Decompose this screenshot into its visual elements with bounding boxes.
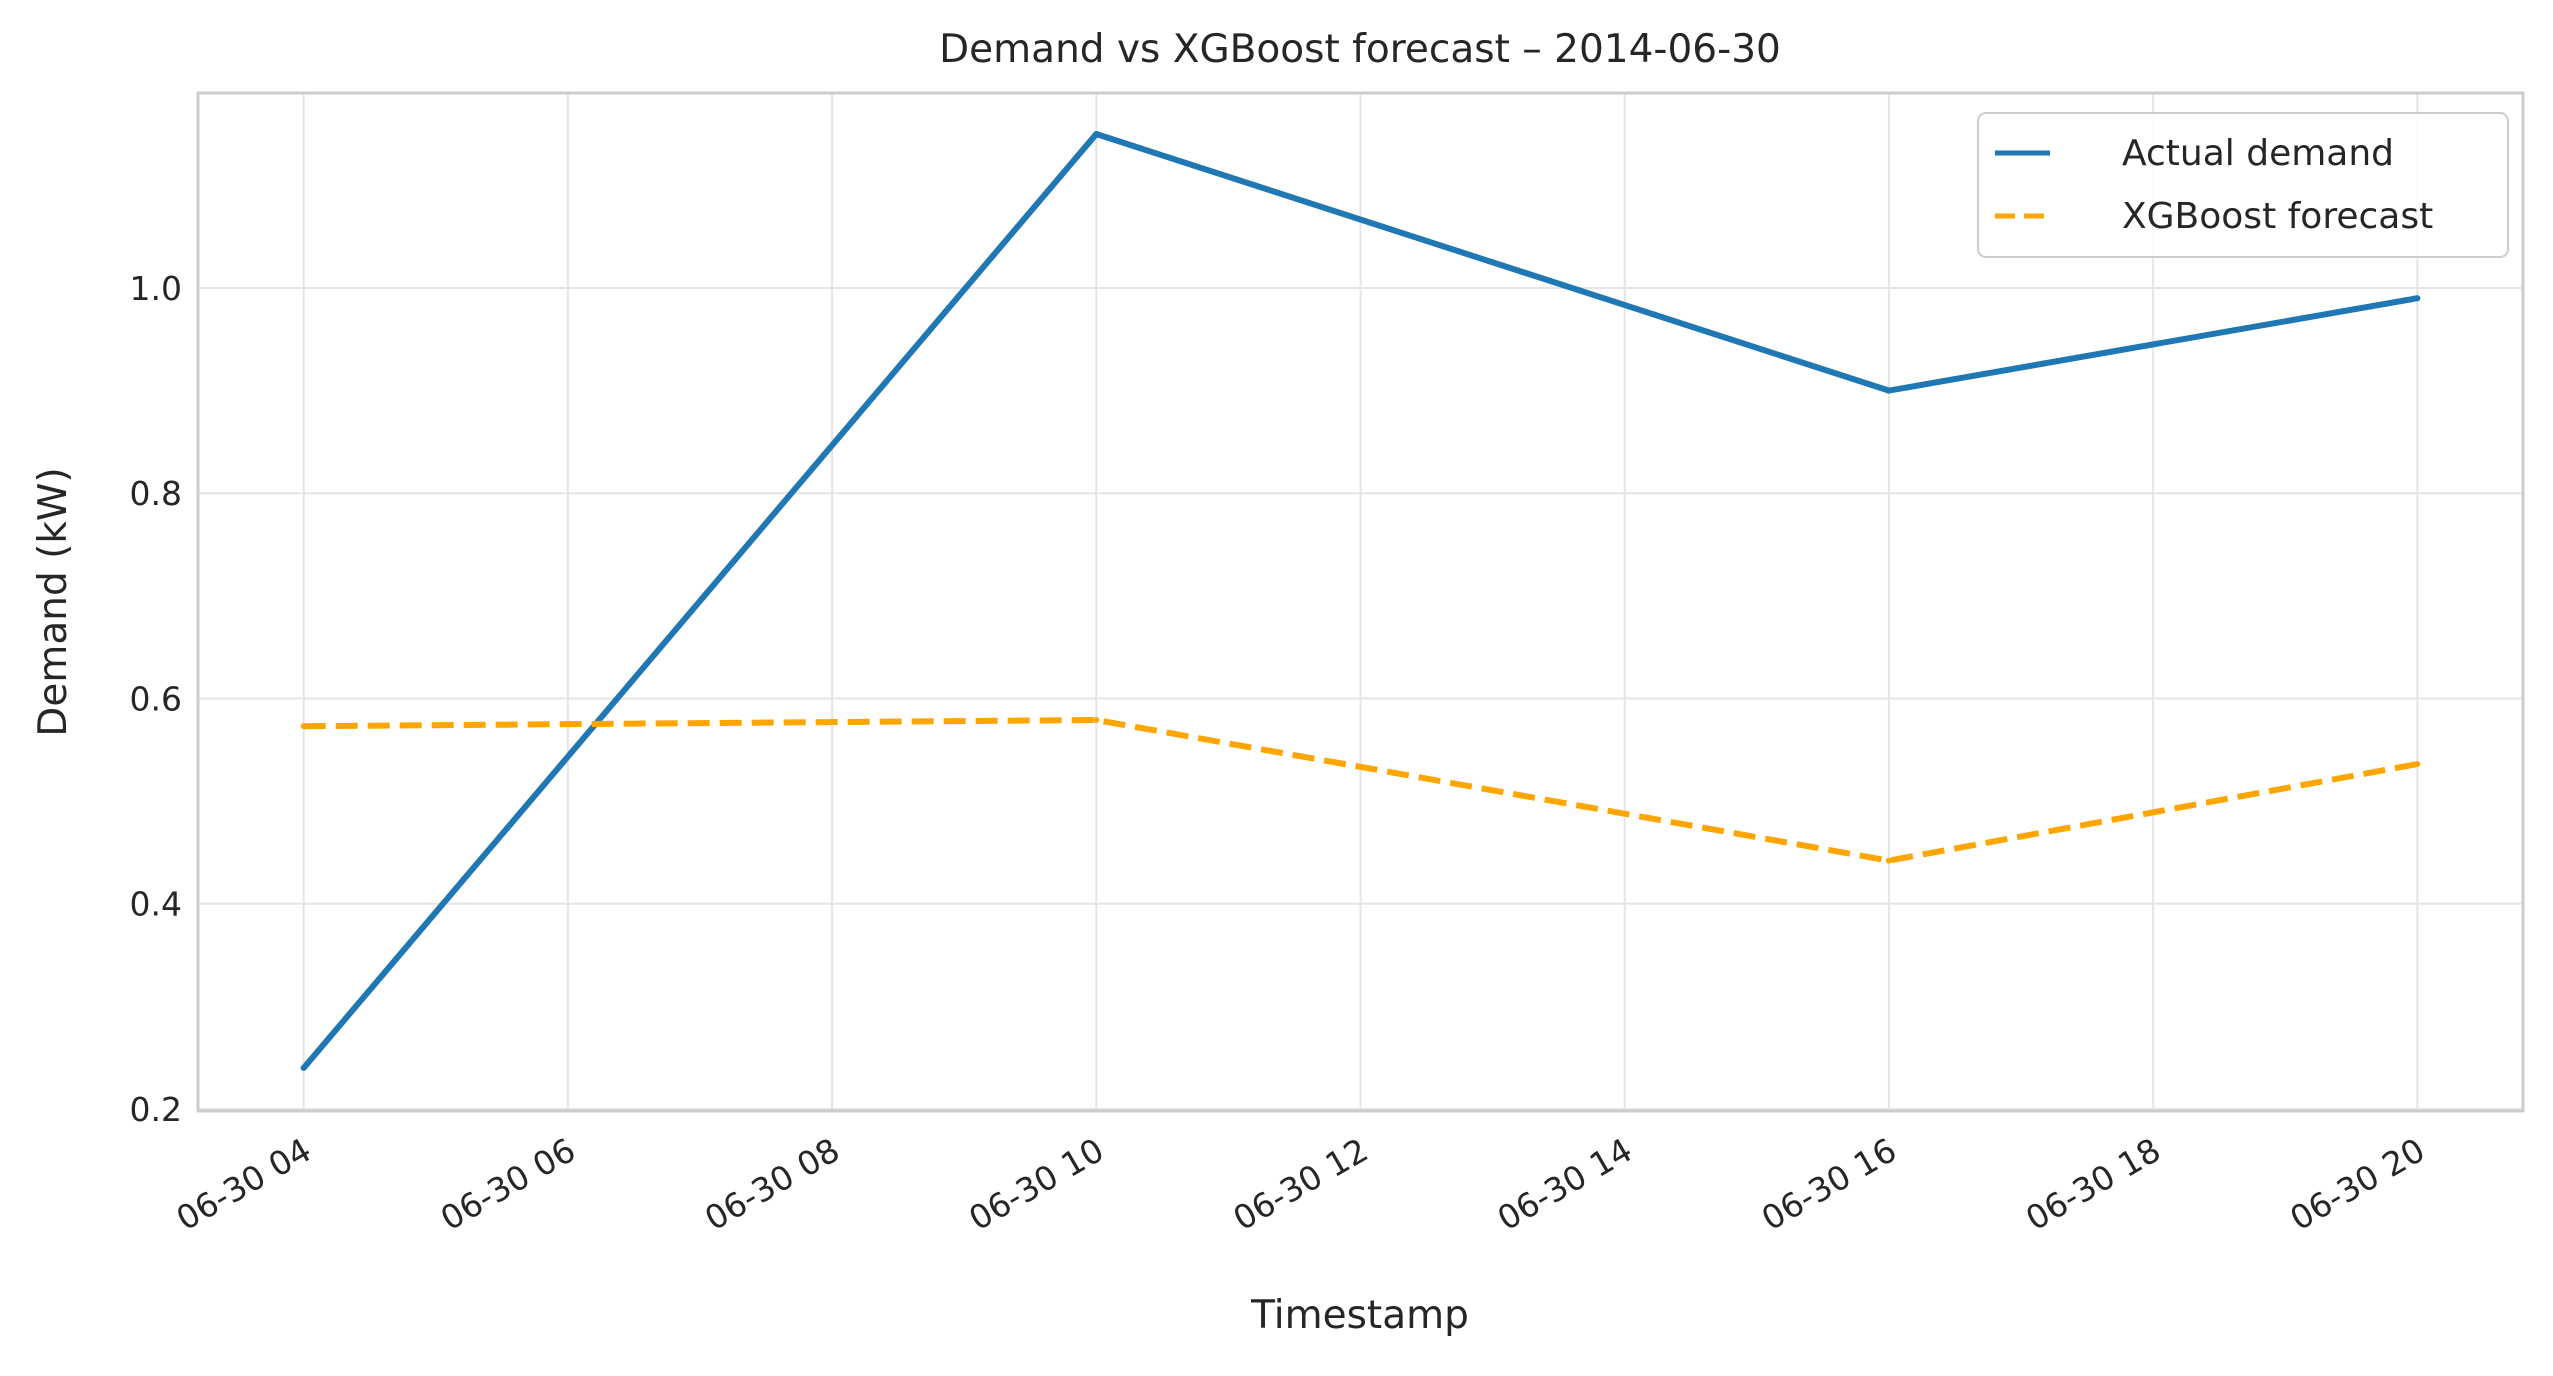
x-tick-label-06-30-20: 06-30 20 xyxy=(2283,1130,2431,1238)
x-axis-label: Timestamp xyxy=(1250,1293,1469,1338)
legend-label-xgboost-forecast: XGBoost forecast xyxy=(2122,196,2433,237)
x-tick-label-06-30-16: 06-30 16 xyxy=(1755,1130,1903,1238)
legend: Actual demand XGBoost forecast xyxy=(1977,112,2509,258)
series-line-actual-demand xyxy=(300,131,2421,1071)
chart-title: Demand vs XGBoost forecast – 2014-06-30 xyxy=(939,27,1781,72)
plot-frame xyxy=(196,91,2525,1113)
y-tick-label-0-6: 0.6 xyxy=(130,679,182,718)
y-tick-labels: 0.2 0.4 0.6 0.8 1.0 xyxy=(130,269,182,1129)
x-tick-label-06-30-04: 06-30 04 xyxy=(170,1130,318,1238)
x-tick-label-06-30-12: 06-30 12 xyxy=(1227,1130,1375,1238)
y-axis-label: Demand (kW) xyxy=(31,467,76,736)
x-tick-label-06-30-14: 06-30 14 xyxy=(1491,1130,1639,1238)
y-tick-label-0-8: 0.8 xyxy=(130,474,182,513)
x-tick-label-06-30-18: 06-30 18 xyxy=(2019,1130,2167,1238)
data-point-xgboost-forecast xyxy=(1885,857,1892,864)
y-tick-label-1-0: 1.0 xyxy=(130,269,182,308)
legend-label-actual-demand: Actual demand xyxy=(2122,133,2394,174)
data-point-actual-demand xyxy=(1885,387,1892,394)
x-tick-labels: 06-30 04 06-30 06 06-30 08 06-30 10 06-30 12… xyxy=(170,1130,2432,1238)
series-line-xgboost-forecast xyxy=(303,717,2418,864)
y-tick-label-0-4: 0.4 xyxy=(130,885,182,924)
x-tick-label-06-30-06: 06-30 06 xyxy=(434,1130,582,1238)
grid xyxy=(198,93,2523,1111)
data-point-xgboost-forecast xyxy=(2414,761,2421,768)
series-layer xyxy=(300,131,2421,1071)
x-tick-label-06-30-10: 06-30 10 xyxy=(962,1130,1110,1238)
data-point-actual-demand xyxy=(1093,131,1100,138)
data-point-xgboost-forecast xyxy=(1093,717,1100,724)
data-point-xgboost-forecast xyxy=(300,723,307,730)
legend-box xyxy=(1977,112,2509,258)
data-point-actual-demand xyxy=(2414,295,2421,302)
x-tick-label-06-30-08: 06-30 08 xyxy=(698,1130,846,1238)
data-point-actual-demand xyxy=(300,1064,307,1071)
y-tick-label-0-2: 0.2 xyxy=(130,1090,182,1129)
